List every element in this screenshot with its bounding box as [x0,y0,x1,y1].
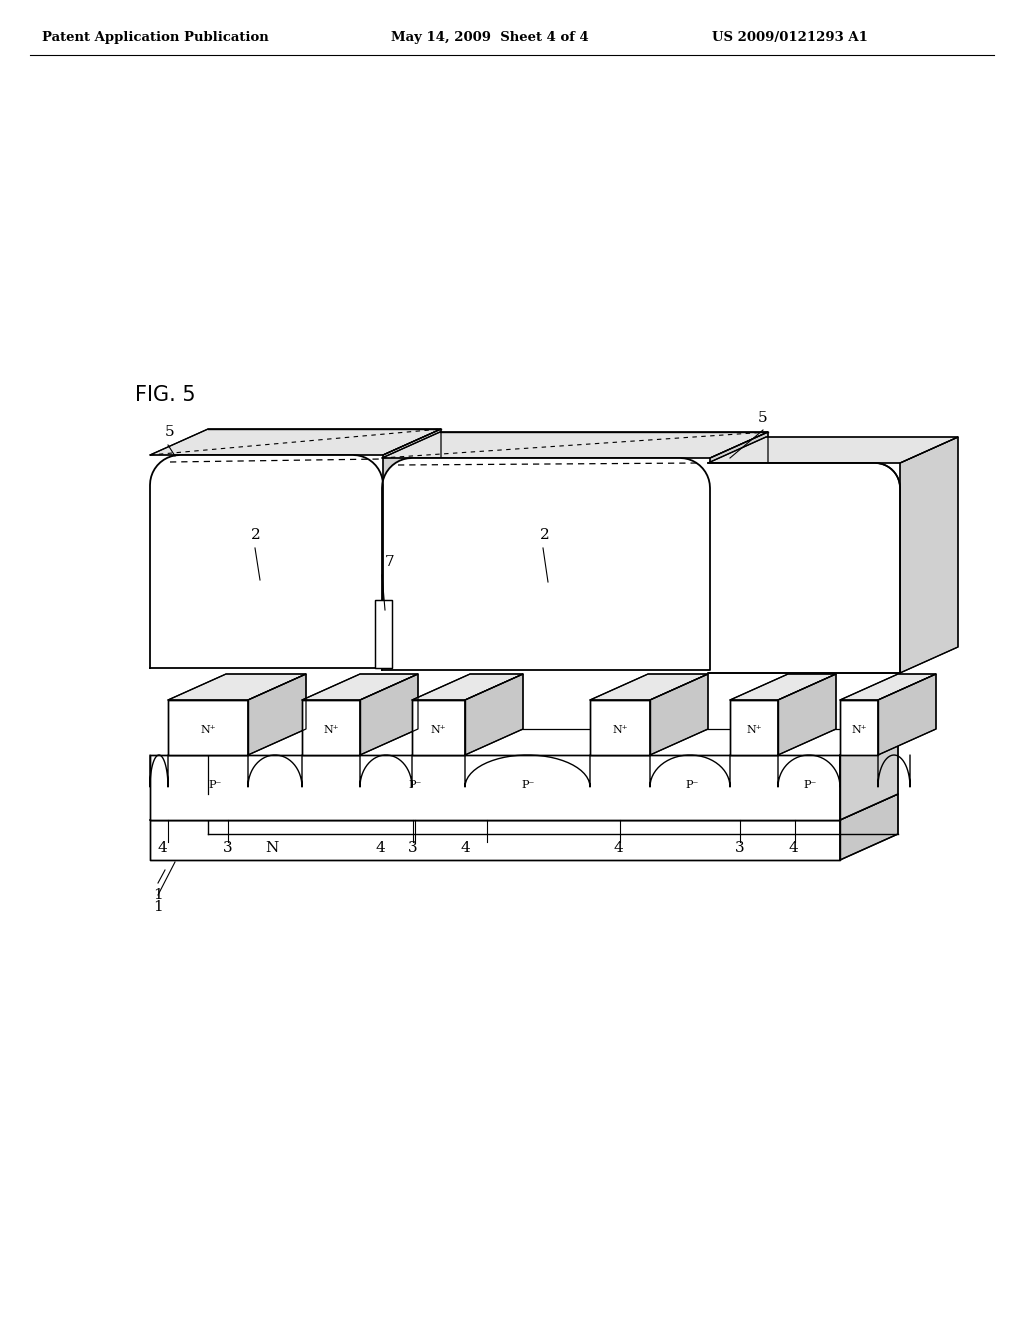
Polygon shape [840,795,898,861]
Polygon shape [708,463,900,673]
Text: 3: 3 [223,841,232,855]
Polygon shape [878,675,936,755]
Polygon shape [650,675,708,755]
Text: Patent Application Publication: Patent Application Publication [42,32,268,45]
Polygon shape [168,675,306,700]
Text: 5: 5 [758,411,768,425]
Polygon shape [248,675,306,755]
Text: N⁺: N⁺ [324,725,339,735]
Polygon shape [708,463,900,673]
Polygon shape [382,458,710,671]
Text: 4: 4 [460,841,470,855]
Polygon shape [302,700,360,755]
Text: N⁺: N⁺ [851,725,866,735]
Polygon shape [382,458,710,671]
Polygon shape [840,700,878,755]
Text: P⁻: P⁻ [208,780,221,789]
Text: 5: 5 [165,425,175,440]
Polygon shape [708,437,958,463]
Polygon shape [382,432,768,458]
Polygon shape [185,544,373,570]
Text: 3: 3 [409,841,418,855]
Polygon shape [168,700,248,755]
Text: US 2009/0121293 A1: US 2009/0121293 A1 [712,32,868,45]
Text: N: N [265,841,279,855]
Polygon shape [590,700,650,755]
Polygon shape [375,601,392,668]
Text: 2: 2 [540,528,550,543]
Polygon shape [150,455,383,668]
Text: 4: 4 [788,841,798,855]
Polygon shape [150,820,840,861]
Text: 1: 1 [154,888,163,902]
Text: 4: 4 [613,841,623,855]
Polygon shape [840,675,936,700]
Polygon shape [150,455,383,668]
Text: FIG. 5: FIG. 5 [135,385,196,405]
Polygon shape [302,675,418,700]
Polygon shape [150,755,840,820]
Polygon shape [778,675,836,755]
Polygon shape [730,700,778,755]
Polygon shape [412,700,465,755]
Text: 2: 2 [251,528,261,543]
Polygon shape [315,544,373,610]
Text: May 14, 2009  Sheet 4 of 4: May 14, 2009 Sheet 4 of 4 [391,32,589,45]
Polygon shape [710,432,768,671]
Polygon shape [185,570,315,610]
Text: P⁻: P⁻ [685,780,698,789]
Polygon shape [412,675,523,700]
Polygon shape [462,544,680,570]
Text: 1: 1 [154,900,163,913]
Text: N⁺: N⁺ [430,725,445,735]
Text: N⁺: N⁺ [201,725,216,735]
Text: 7: 7 [385,554,395,569]
Text: 3: 3 [735,841,744,855]
Text: N⁺: N⁺ [612,725,628,735]
Polygon shape [465,675,523,755]
Polygon shape [150,429,441,455]
Text: P⁻: P⁻ [521,780,535,789]
Text: N⁺: N⁺ [746,725,762,735]
Text: P⁻: P⁻ [409,780,422,789]
Polygon shape [900,437,958,673]
Text: 4: 4 [375,841,385,855]
Polygon shape [383,429,441,668]
Polygon shape [150,795,898,820]
Polygon shape [360,675,418,755]
Polygon shape [622,544,680,610]
Polygon shape [840,729,898,820]
Polygon shape [590,675,708,700]
Polygon shape [462,570,622,610]
Polygon shape [730,675,836,700]
Text: P⁻: P⁻ [803,780,817,789]
Text: 4: 4 [157,841,167,855]
